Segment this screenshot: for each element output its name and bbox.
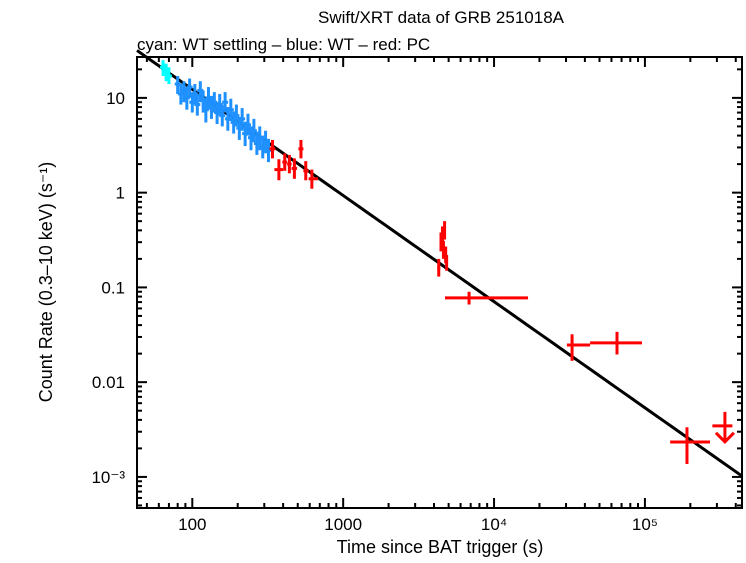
chart-title: Swift/XRT data of GRB 251018A bbox=[318, 8, 565, 27]
wt-data-point bbox=[245, 113, 252, 136]
wt-data-point bbox=[239, 108, 246, 131]
pc-data-point bbox=[445, 254, 449, 271]
x-axis-label: Time since BAT trigger (s) bbox=[337, 537, 544, 557]
x-tick-label: 100 bbox=[178, 515, 206, 534]
pc-data-point bbox=[308, 169, 318, 189]
wt-data-point bbox=[222, 92, 229, 113]
chart-subtitle: cyan: WT settling – blue: WT – red: PC bbox=[137, 35, 430, 54]
pc-data-point bbox=[282, 153, 288, 171]
pc-data-point bbox=[303, 161, 309, 181]
pc-data-point bbox=[670, 427, 711, 464]
y-tick-label: 0.01 bbox=[92, 373, 125, 392]
wt-data-point bbox=[250, 118, 257, 143]
pc-data-point bbox=[437, 258, 441, 277]
wt-data-point bbox=[194, 93, 201, 116]
pc-data-point bbox=[269, 139, 276, 159]
y-tick-label: 1 bbox=[116, 184, 125, 203]
pc-data-point bbox=[443, 221, 447, 240]
plot-frame bbox=[136, 56, 743, 509]
pc-data-point bbox=[274, 159, 284, 181]
x-tick-label: 10⁴ bbox=[481, 515, 507, 534]
pc-data-point bbox=[590, 331, 642, 355]
pc-data-point bbox=[298, 139, 304, 159]
wt-data-point bbox=[186, 78, 193, 98]
upper-limit-arrow-head bbox=[714, 431, 735, 444]
pc-data-point bbox=[444, 291, 529, 305]
upper-limit-point bbox=[712, 411, 735, 444]
pc-data-point bbox=[566, 334, 591, 361]
pc-data-point bbox=[441, 240, 445, 259]
pc-data-point bbox=[287, 154, 292, 174]
y-tick-label: 0.1 bbox=[101, 278, 125, 297]
y-axis-label: Count Rate (0.3–10 keV) (s⁻¹) bbox=[36, 162, 56, 403]
y-tick-label: 10⁻³ bbox=[91, 468, 125, 487]
wt-data-point bbox=[219, 104, 226, 127]
y-tick-label: 10 bbox=[106, 89, 125, 108]
pc-data-point bbox=[291, 158, 298, 179]
x-tick-label: 1000 bbox=[324, 515, 362, 534]
x-tick-label: 10⁵ bbox=[632, 515, 658, 534]
wt-data-point bbox=[227, 98, 234, 122]
wt_settling-data-point bbox=[165, 67, 172, 85]
wt-data-point bbox=[233, 104, 240, 127]
